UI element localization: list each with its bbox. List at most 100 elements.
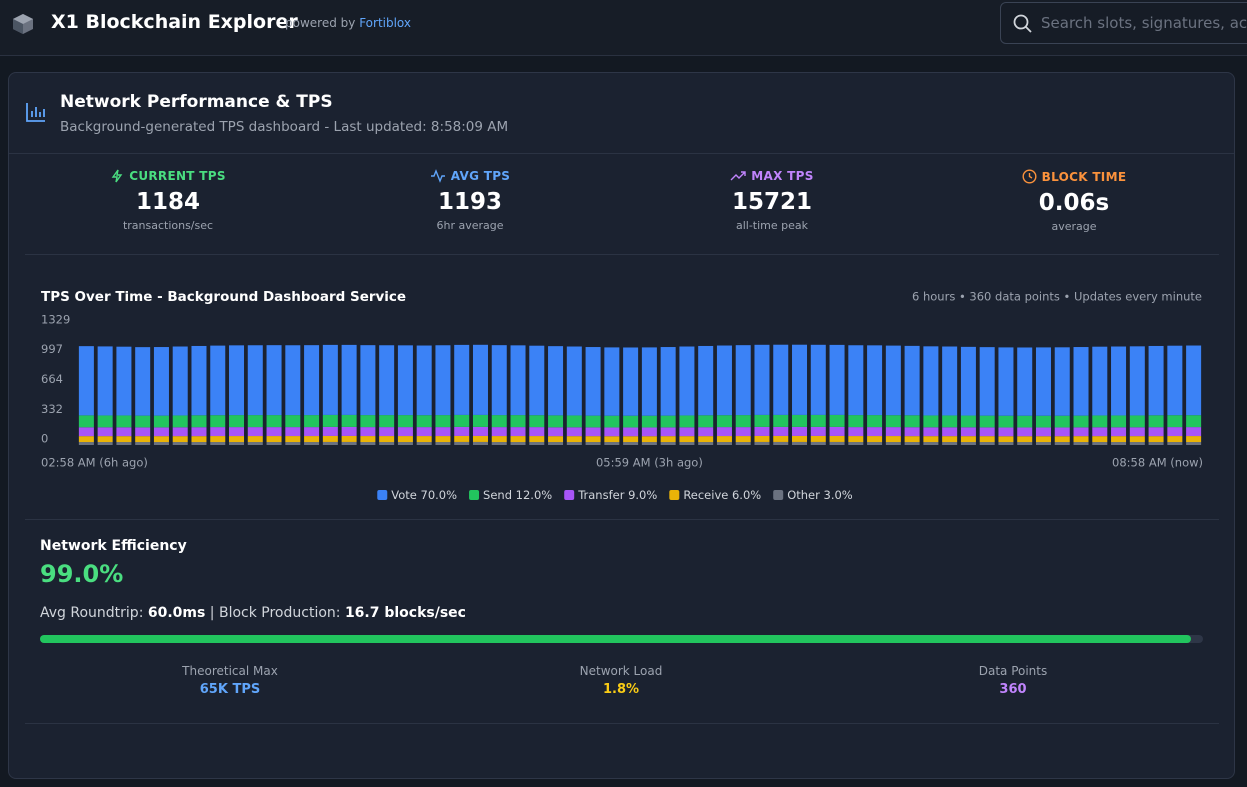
bar-segment (1092, 346, 1108, 416)
bar-segment (322, 414, 338, 427)
bar-segment (942, 436, 958, 443)
bar-segment (885, 442, 901, 445)
bar-segment (1129, 415, 1145, 428)
bar-segment (754, 426, 770, 436)
bar-segment (97, 442, 113, 445)
progress-track (40, 635, 1203, 643)
bar-segment (660, 442, 676, 445)
bar-segment (923, 415, 939, 428)
bar-segment (679, 436, 695, 443)
bar-segment (78, 427, 94, 437)
bar-segment (153, 442, 169, 445)
bar-segment (454, 435, 470, 442)
bar-segment (379, 442, 395, 445)
bar-segment (1148, 415, 1164, 428)
bar-segment (604, 347, 620, 416)
legend-label: Send 12.0% (483, 488, 552, 502)
y-tick-label: 0 (41, 432, 48, 446)
bar-segment (416, 415, 432, 428)
bar-segment (1073, 415, 1089, 428)
bar-segment (585, 442, 601, 445)
bar-segment (472, 441, 488, 445)
bar-segment (698, 442, 714, 445)
bar-segment (285, 345, 301, 416)
bar-segment (1035, 436, 1051, 443)
bar-segment (904, 415, 920, 428)
bar-segment (566, 442, 582, 445)
bar-segment (998, 347, 1014, 416)
bar-segment (660, 347, 676, 416)
bar-segment (510, 345, 526, 416)
bar-segment (229, 415, 245, 428)
bar-segment (810, 414, 826, 427)
bar-segment (979, 347, 995, 416)
powered-by-text: powered by (285, 16, 356, 30)
bar-segment (247, 436, 263, 443)
bar-segment (1092, 415, 1108, 428)
bar-segment (341, 414, 357, 427)
bar-segment (1073, 442, 1089, 445)
bar-segment (1148, 427, 1164, 437)
stat-value: 15721 (731, 189, 813, 215)
bar-segment (1167, 345, 1183, 416)
bar-segment (322, 435, 338, 442)
search-box[interactable]: Search slots, signatures, ac (1000, 2, 1247, 44)
bar-segment (379, 436, 395, 443)
bar-segment (1035, 427, 1051, 437)
bar-segment (679, 415, 695, 428)
bar-segment (472, 435, 488, 442)
bar-segment (904, 345, 920, 416)
bar-segment (529, 415, 545, 428)
bar-segment (435, 345, 451, 416)
legend-label: Vote 70.0% (391, 488, 457, 502)
bar-segment (998, 436, 1014, 443)
bar-segment (960, 442, 976, 445)
bar-segment (210, 442, 226, 445)
bar-segment (735, 427, 751, 437)
bar-segment (172, 427, 188, 437)
bar-segment (454, 441, 470, 445)
brand-link[interactable]: Fortiblox (359, 16, 412, 30)
bar-segment (210, 415, 226, 428)
bar-segment (266, 427, 282, 437)
bar-segment (1017, 427, 1033, 437)
bar-segment (773, 414, 789, 427)
tps-panel: Network Performance & TPS Background-gen… (8, 72, 1235, 779)
tps-chart: TPS Over Time - Background Dashboard Ser… (41, 289, 1203, 502)
bar-segment (116, 436, 132, 443)
bar-segment (379, 415, 395, 428)
bar-segment (435, 427, 451, 437)
bar-segment (454, 414, 470, 427)
bar-segment (641, 347, 657, 416)
bar-segment (360, 442, 376, 445)
bar-segment (1017, 442, 1033, 445)
bar-segment (322, 426, 338, 436)
bar-segment (191, 442, 207, 445)
bar-segment (360, 345, 376, 416)
bar-segment (97, 436, 113, 443)
bar-segment (792, 414, 808, 427)
bar-segment (679, 427, 695, 437)
bar-segment (867, 436, 883, 443)
legend-swatch (773, 490, 784, 500)
bar-segment (435, 436, 451, 443)
bar-segment (979, 436, 995, 443)
divider (25, 723, 1219, 724)
chart-title: TPS Over Time - Background Dashboard Ser… (41, 289, 406, 305)
bar-segment (1054, 347, 1070, 416)
bar-segment (1017, 415, 1033, 428)
bar-segment (1073, 427, 1089, 437)
bar-segment (716, 442, 732, 445)
bar-segment (623, 415, 639, 428)
bar-segment (829, 344, 845, 415)
bar-segment (754, 344, 770, 415)
bar-segment (960, 427, 976, 437)
search-placeholder: Search slots, signatures, ac (1041, 14, 1247, 32)
bar-segment (397, 427, 413, 437)
bar-segment (97, 415, 113, 428)
bar-segment (942, 442, 958, 445)
bar-segment (1186, 427, 1202, 437)
stat-label: MAX TPS (751, 169, 814, 183)
bar-segment (285, 436, 301, 443)
